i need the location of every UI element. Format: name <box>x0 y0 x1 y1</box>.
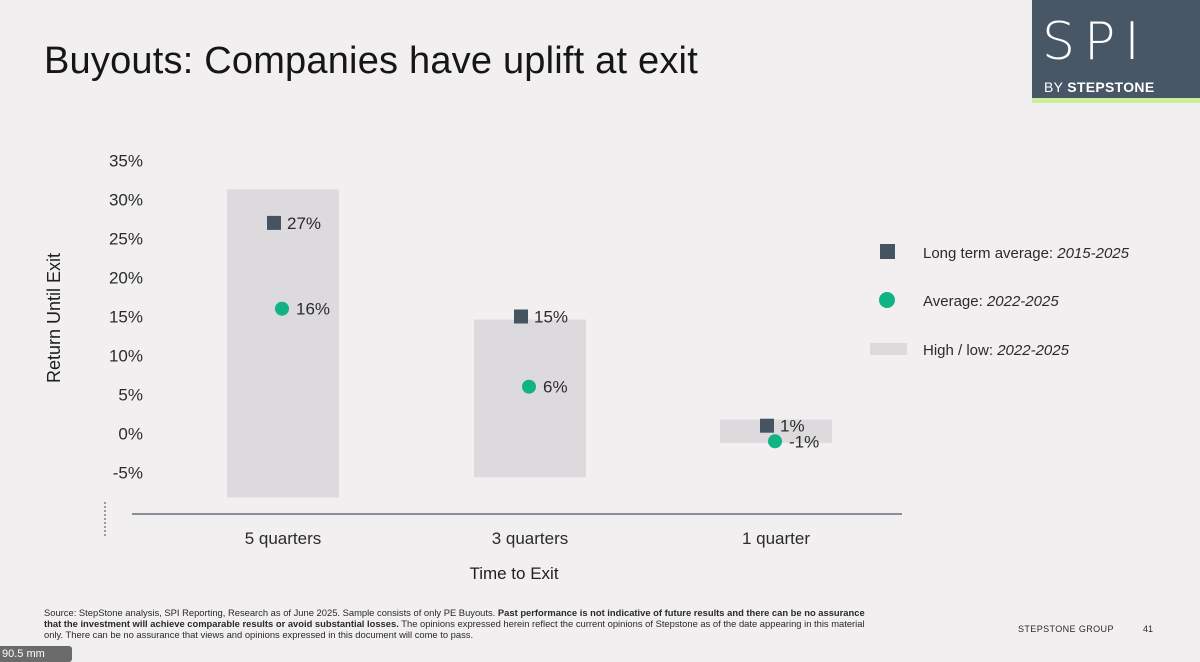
long-term-average-marker <box>267 215 281 230</box>
average-label: -1% <box>789 432 819 451</box>
long-term-average-marker <box>760 418 774 433</box>
average-label: 6% <box>543 378 568 397</box>
logo-wordmark: SPI <box>1042 12 1149 72</box>
long-term-average-label: 27% <box>287 214 321 233</box>
legend-item: High / low: 2022-2025 <box>923 342 1070 359</box>
measure-tag: 90.5 mm <box>0 646 72 662</box>
legend-item: Average: 2022-2025 <box>923 293 1059 310</box>
legend-label: Long term average: <box>923 245 1057 262</box>
y-tick-label: 35% <box>109 152 143 171</box>
x-axis-label: Time to Exit <box>469 564 558 583</box>
y-tick-label: 25% <box>109 230 143 249</box>
page-title: Buyouts: Companies have uplift at exit <box>44 40 698 82</box>
y-tick-label: 5% <box>118 386 143 405</box>
source-text-1: Source: StepStone analysis, SPI Reportin… <box>44 607 496 618</box>
legend-circle-swatch <box>879 292 895 308</box>
y-tick-label: 30% <box>109 191 143 210</box>
source-note: Source: StepStone analysis, SPI Reportin… <box>44 607 884 640</box>
average-marker <box>275 301 289 316</box>
range-bar <box>474 319 586 478</box>
y-tick-label: -5% <box>113 464 143 483</box>
x-tick-label: 5 quarters <box>245 529 322 548</box>
y-axis-label: Return Until Exit <box>44 253 64 383</box>
y-tick-label: 0% <box>118 425 143 444</box>
source-disclaimer: Past performance is not indicative of fu… <box>44 607 865 629</box>
legend-label: Average: <box>923 293 987 310</box>
legend-item: Long term average: 2015-2025 <box>923 245 1130 262</box>
x-tick-label: 1 quarter <box>742 529 810 548</box>
legend-square-swatch <box>880 244 895 259</box>
logo-by: BY <box>1044 79 1064 95</box>
legend-label: High / low: <box>923 342 997 359</box>
average-marker <box>522 379 536 394</box>
x-tick-label: 3 quarters <box>492 529 569 548</box>
logo-brand: STEPSTONE <box>1067 79 1155 95</box>
legend-period: 2022-2025 <box>986 293 1059 310</box>
long-term-average-label: 1% <box>780 417 805 436</box>
logo-accent-bar <box>1032 98 1200 103</box>
legend-period: 2022-2025 <box>996 342 1069 359</box>
footer-company: STEPSTONE GROUP <box>1018 624 1114 634</box>
long-term-average-label: 15% <box>534 308 568 327</box>
spi-logo: SPI BY STEPSTONE <box>1032 0 1200 98</box>
logo-tagline: BY STEPSTONE <box>1044 79 1154 95</box>
dotted-marker <box>104 502 108 536</box>
long-term-average-marker <box>514 309 528 324</box>
range-bar <box>720 419 832 443</box>
legend-period: 2015-2025 <box>1056 245 1129 262</box>
range-bar <box>227 189 339 498</box>
source-text-2: The opinions expressed herein reflect th… <box>44 618 865 640</box>
y-tick-label: 15% <box>109 308 143 327</box>
chart: 35% 30% 25% 20% 15% 10% 5% 0% -5% Return Until Ex… <box>44 152 1130 584</box>
average-label: 16% <box>296 300 330 319</box>
page-number: 41 <box>1143 624 1154 634</box>
legend-range-swatch <box>870 343 907 355</box>
y-tick-label: 20% <box>109 269 143 288</box>
y-tick-label: 10% <box>109 347 143 366</box>
average-marker <box>768 434 782 449</box>
